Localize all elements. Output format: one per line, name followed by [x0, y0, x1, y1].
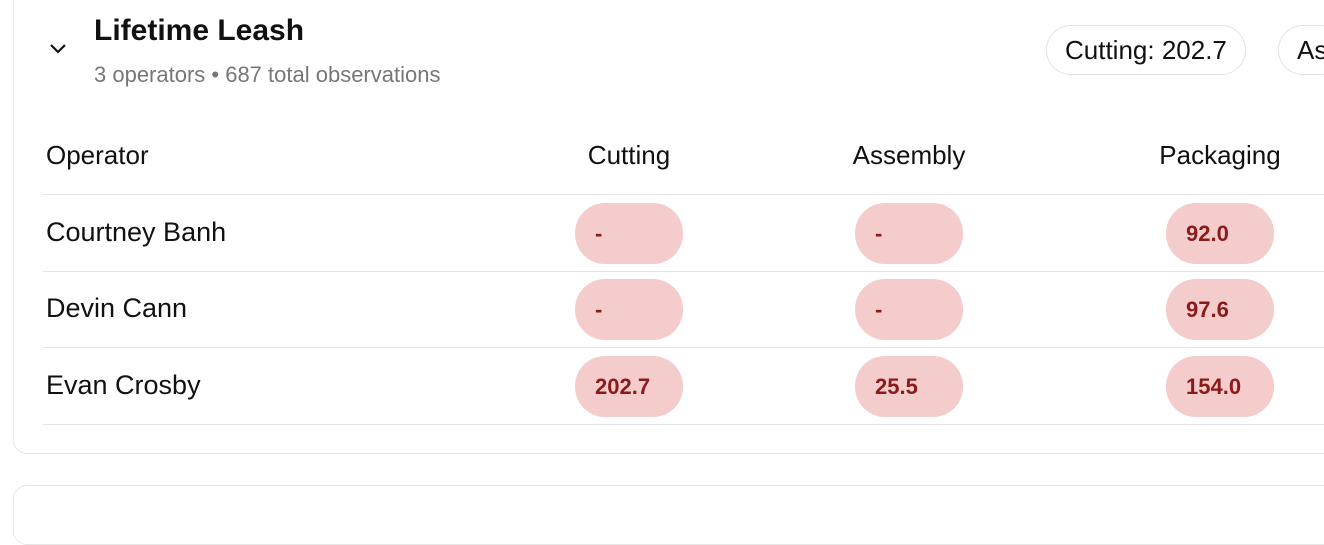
value-pill: 202.7: [575, 355, 683, 417]
group-title: Lifetime Leash: [94, 14, 305, 47]
column-header: Operator: [46, 140, 149, 170]
row-divider: [43, 347, 1324, 348]
operator-name: Devin Cann: [46, 293, 188, 323]
value-pill: -: [855, 202, 963, 264]
operator-name: Evan Crosby: [46, 369, 201, 400]
value-pill: -: [575, 279, 683, 340]
value-pill: 97.6: [1166, 279, 1274, 340]
summary-chip[interactable]: As: [1278, 25, 1324, 75]
row-divider: [43, 194, 1324, 195]
next-card: [13, 485, 1324, 545]
page: {"header": {"title": "Lifetime Leash", "…: [13, 0, 1324, 545]
row-divider: [43, 271, 1324, 272]
row-divider: [43, 424, 1324, 425]
group-subtitle: 3 operators • 687 total observations: [94, 62, 441, 87]
column-header: Packaging: [1159, 140, 1281, 170]
summary-chip[interactable]: Cutting: 202.7: [1046, 25, 1246, 75]
operator-name: Courtney Banh: [46, 216, 227, 247]
value-pill: -: [855, 279, 963, 340]
collapse-toggle[interactable]: [47, 38, 69, 60]
value-pill: 25.5: [855, 355, 963, 417]
value-pill: 92.0: [1166, 202, 1274, 264]
value-pill: -: [575, 202, 683, 264]
group-card: [13, 0, 1324, 454]
value-pill: 154.0: [1166, 355, 1274, 417]
column-header: Assembly: [852, 140, 966, 170]
column-header: Cutting: [587, 140, 671, 170]
